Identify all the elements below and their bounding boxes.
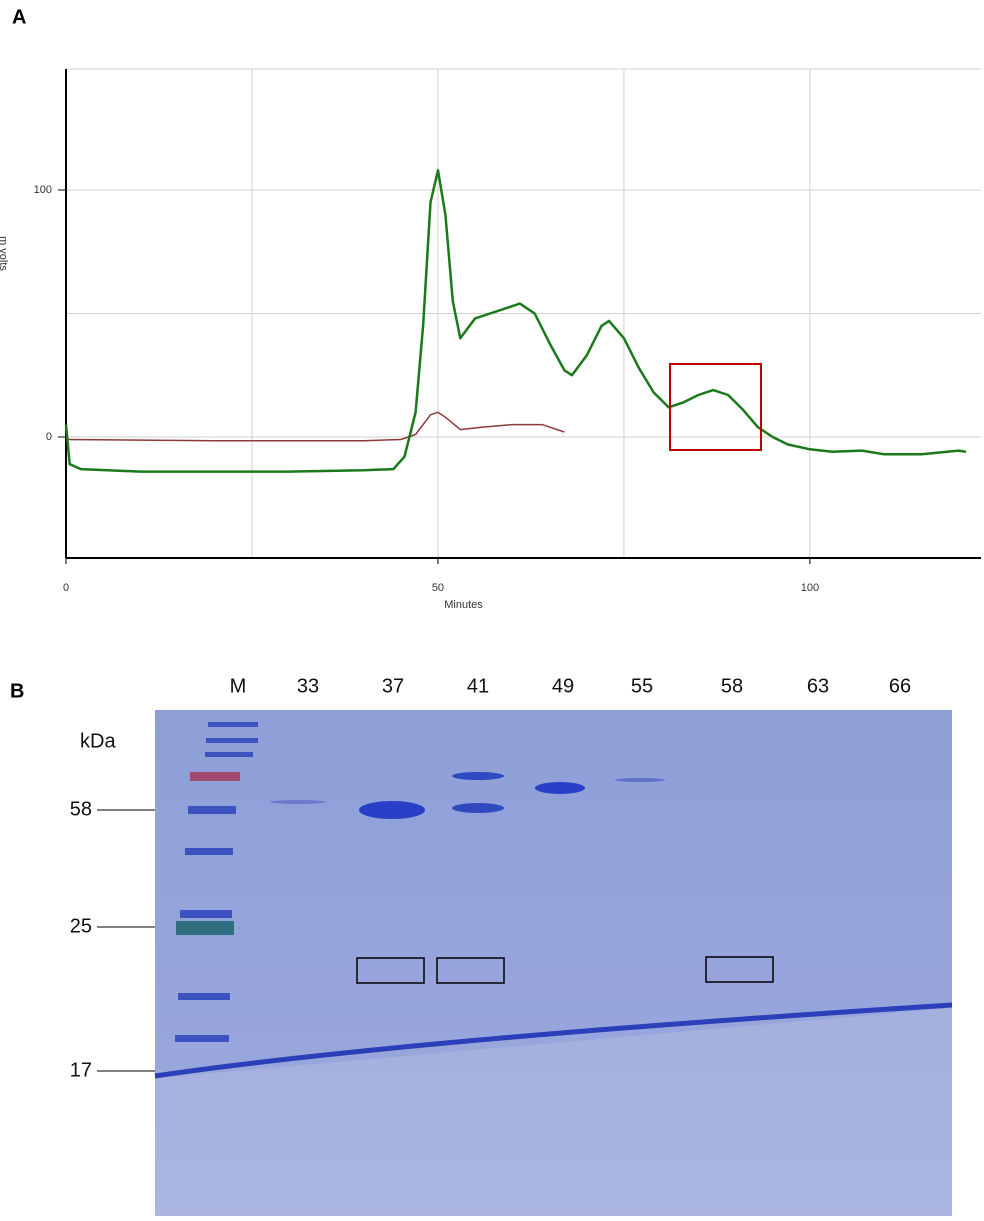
ladder-band [205, 752, 253, 757]
marker-label: 58 [70, 798, 92, 820]
protein-band [270, 800, 326, 804]
lane-label: 33 [297, 675, 319, 697]
gel-lower [155, 1008, 952, 1216]
protein-band [535, 782, 585, 794]
y-axis-label: m volts [0, 236, 9, 271]
dye-front [154, 1002, 953, 1079]
lane-label: 66 [889, 675, 911, 697]
ladder-band [176, 921, 234, 935]
ladder-band [185, 848, 233, 855]
lane-label: M [230, 675, 247, 697]
chromatogram: 0 50 100 0 100 Minutes m volts [0, 68, 981, 611]
lane-label: 49 [552, 675, 574, 697]
highlight-box [705, 956, 774, 983]
panel-label: A [12, 6, 26, 28]
ladder-band [190, 772, 240, 781]
lane-label: 58 [721, 675, 743, 697]
y-tick-label: 100 [34, 184, 52, 196]
lane-label: 55 [631, 675, 653, 697]
ladder-band [208, 722, 258, 727]
series-line [64, 169, 967, 473]
marker-label: 17 [70, 1059, 92, 1081]
lane-label: 41 [467, 675, 489, 697]
protein-band [452, 772, 504, 780]
unit-label: kDa [80, 730, 116, 752]
highlight-box [436, 957, 505, 984]
x-tick-label: 100 [801, 582, 819, 594]
protein-band [359, 801, 425, 819]
lane-labels: M 33 37 41 49 55 58 63 66 [230, 675, 911, 697]
x-axis-label: Minutes [444, 599, 483, 611]
ladder-band [178, 993, 230, 1000]
y-tick-label: 0 [46, 431, 52, 443]
x-tick-label: 0 [63, 582, 69, 594]
protein-band [615, 778, 665, 782]
lane-label: 37 [382, 675, 404, 697]
protein-band [452, 803, 504, 813]
panel-label: B [10, 680, 24, 702]
ladder-band [180, 910, 232, 918]
gel: kDa 58 25 17 [70, 710, 953, 1216]
highlight-box [356, 957, 425, 984]
ladder-band [188, 806, 236, 814]
highlight-box [669, 363, 762, 451]
ladder [175, 722, 258, 1042]
x-tick-label: 50 [432, 582, 444, 594]
series-line [65, 411, 565, 442]
ladder-band [206, 738, 258, 743]
lane-label: 63 [807, 675, 829, 697]
ladder-band [175, 1035, 229, 1042]
marker-label: 25 [70, 915, 92, 937]
